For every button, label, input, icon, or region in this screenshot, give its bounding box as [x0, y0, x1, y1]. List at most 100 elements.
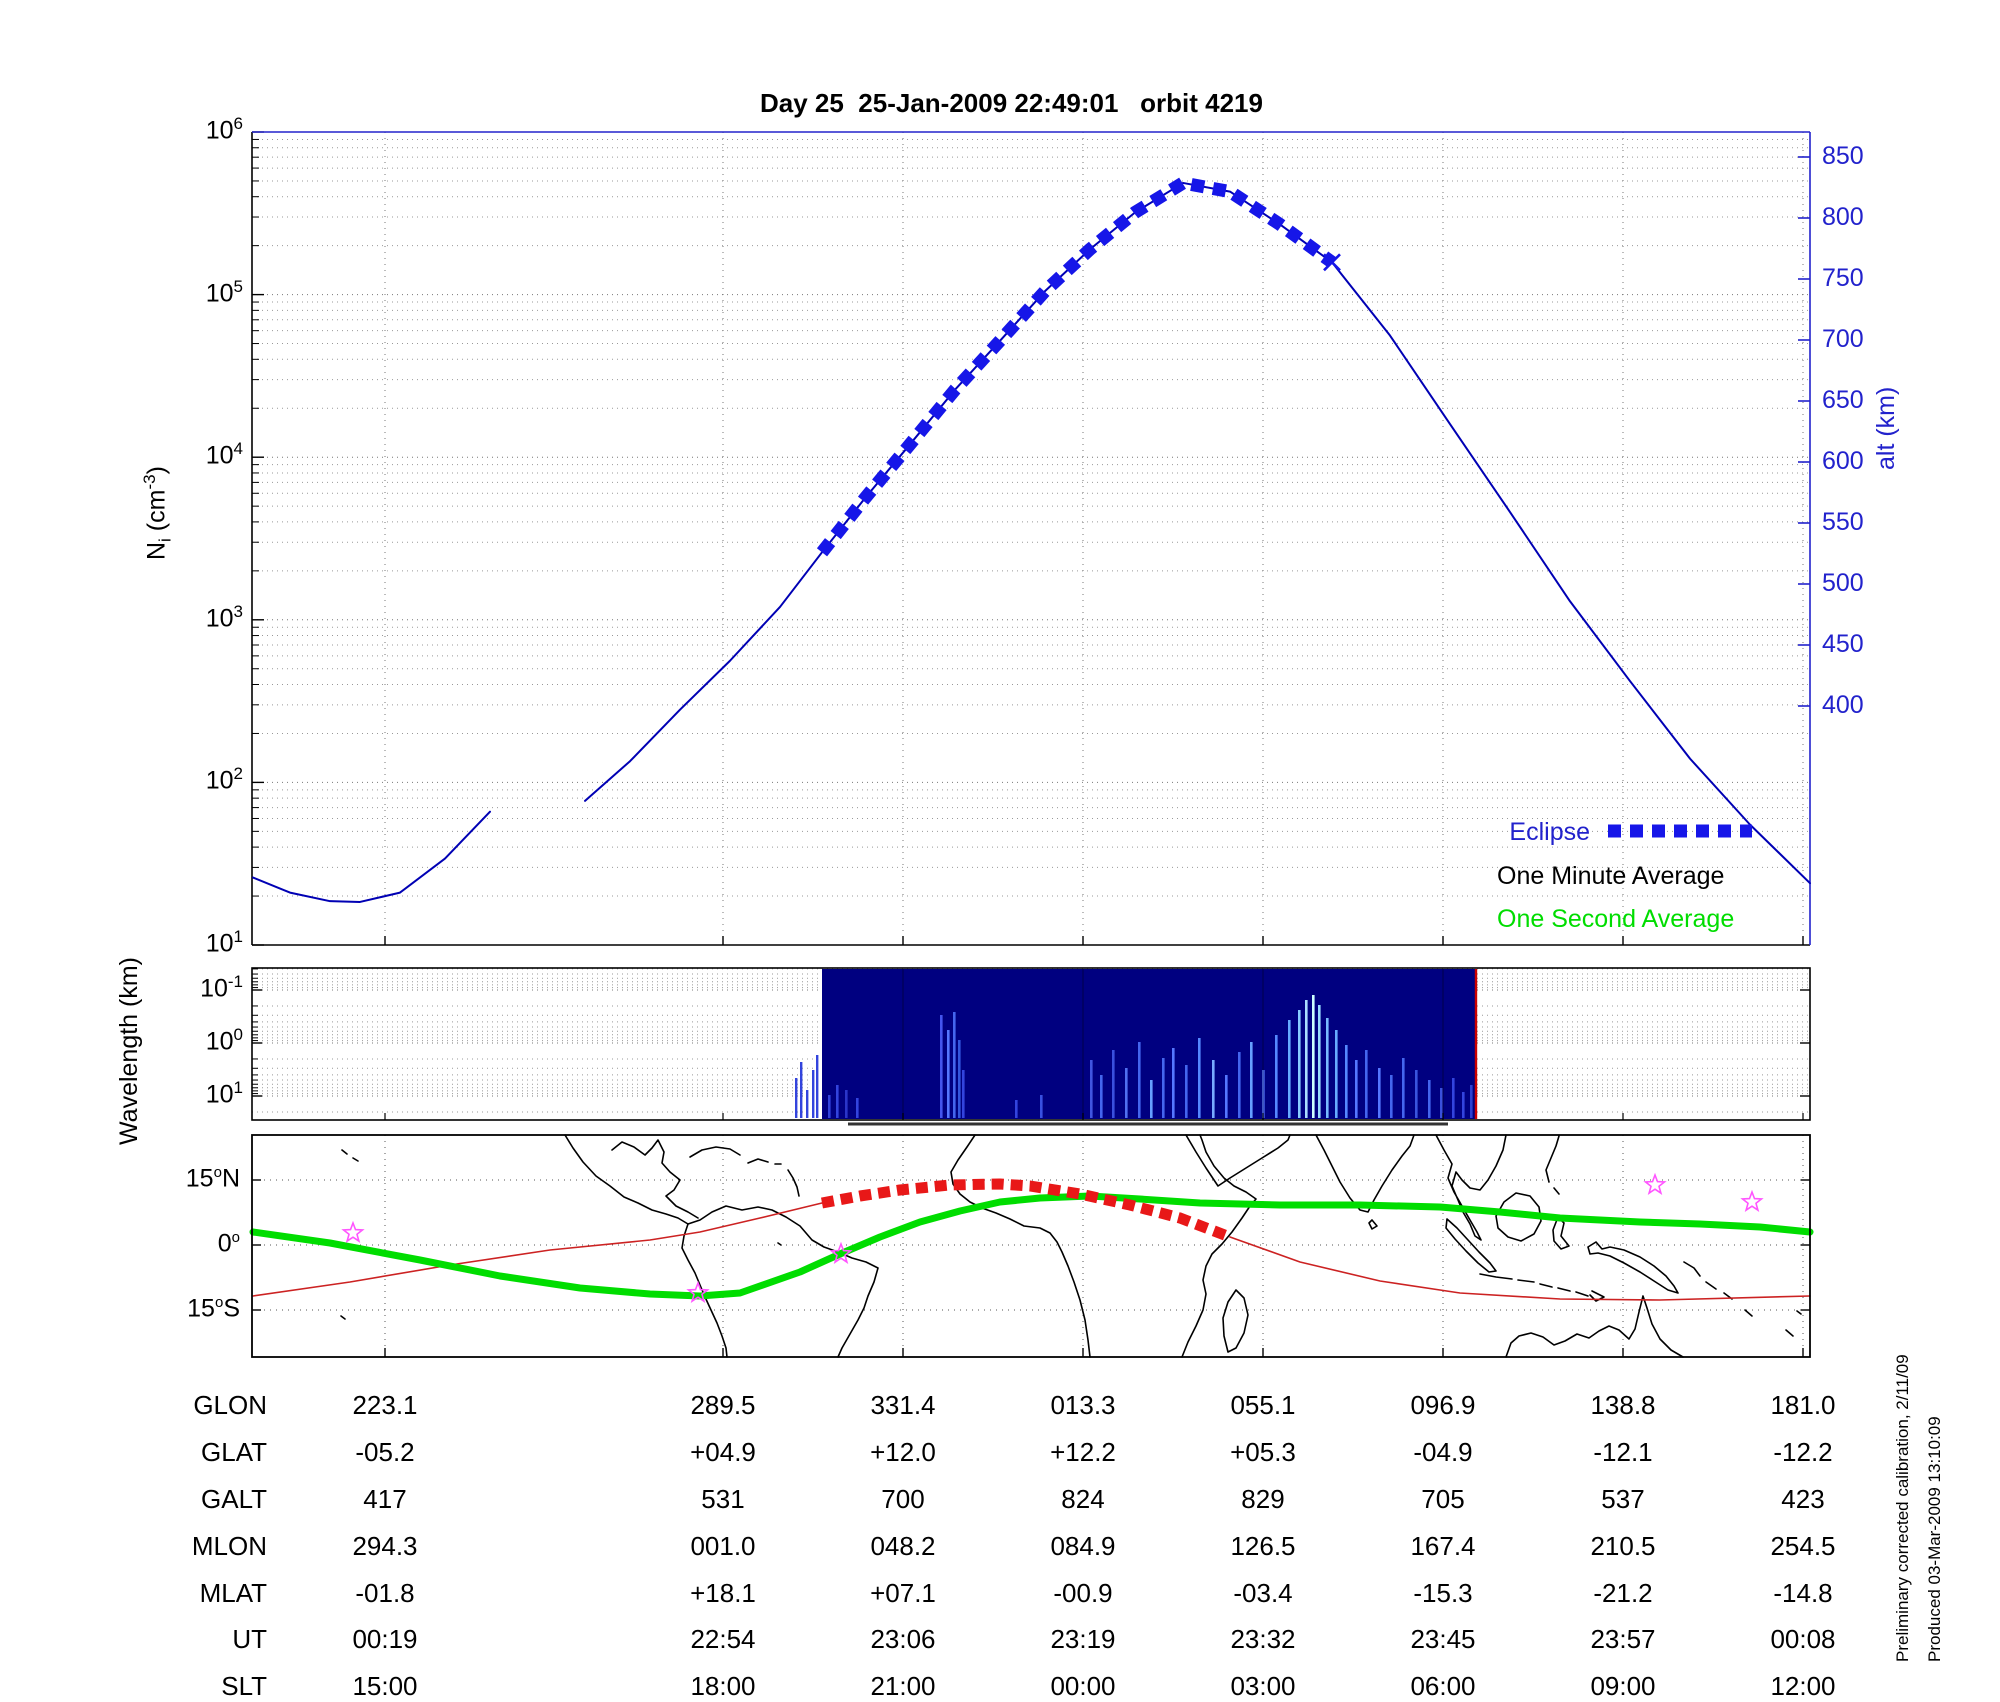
table-cell: 23:06 — [870, 1624, 936, 1654]
alt-tick-label: 750 — [1822, 264, 1864, 292]
coastline — [1315, 1134, 1415, 1213]
ni-tick-label: 106 — [205, 114, 243, 145]
page-title: Day 25 25-Jan-2009 22:49:01 orbit 4219 — [760, 88, 1263, 118]
spectro-streak — [1402, 1058, 1405, 1118]
alt-tick-label: 550 — [1822, 508, 1864, 536]
table-cell: 18:00 — [690, 1671, 756, 1701]
spectro-streak — [1112, 1050, 1115, 1118]
table-cell: 09:00 — [1590, 1671, 1656, 1701]
table-row-label: UT — [232, 1624, 267, 1654]
ion-density-curve-seg1 — [252, 810, 491, 903]
table-cell: 21:00 — [870, 1671, 936, 1701]
spectro-streak — [1365, 1050, 1368, 1118]
alt-tick-label: 400 — [1822, 691, 1864, 719]
table-cell: 700 — [881, 1484, 925, 1514]
ground-station-star — [686, 1280, 710, 1303]
coastline — [1539, 1283, 1553, 1288]
table-cell: -12.1 — [1593, 1437, 1653, 1467]
coastline — [1683, 1261, 1701, 1277]
spectro-streak — [1415, 1070, 1418, 1118]
orbit-track-thin-red-right — [1229, 1236, 1811, 1301]
spectro-streak — [1185, 1065, 1188, 1118]
table-cell: -00.9 — [1053, 1578, 1113, 1608]
coastline — [1222, 1289, 1249, 1353]
spectro-streak — [1355, 1060, 1358, 1118]
legend-eclipse-label: Eclipse — [1509, 818, 1590, 846]
coastline — [747, 1158, 769, 1164]
ground-station-star — [341, 1220, 365, 1243]
coastline — [1587, 1241, 1679, 1294]
spectro-streak — [800, 1062, 803, 1118]
spectro-streak — [1335, 1030, 1338, 1118]
coastline — [777, 1242, 782, 1246]
coastline — [787, 1169, 800, 1197]
spectro-streak — [1312, 995, 1315, 1118]
table-cell: +12.2 — [1050, 1437, 1116, 1467]
table-cell: 181.0 — [1770, 1390, 1836, 1420]
spectro-streak — [1275, 1035, 1278, 1118]
table-cell: 15:00 — [352, 1671, 418, 1701]
spectro-streak — [940, 1015, 943, 1118]
coastline — [1435, 1134, 1507, 1241]
alt-tick-label: 450 — [1822, 630, 1864, 658]
spectro-streak — [1288, 1020, 1291, 1118]
spectro-streak — [953, 1012, 956, 1118]
spectro-streak — [958, 1040, 961, 1118]
ni-tick-label: 105 — [205, 276, 243, 307]
spectro-streak — [828, 1095, 831, 1118]
table-cell: -14.8 — [1773, 1578, 1833, 1608]
table-cell: 824 — [1061, 1484, 1105, 1514]
wavelength-tick-label: 10-1 — [200, 972, 243, 1003]
map-bg — [252, 1135, 1810, 1357]
spectro-streak — [1345, 1045, 1348, 1118]
map-border — [251, 1134, 1811, 1358]
table-cell: 23:57 — [1590, 1624, 1656, 1654]
footer-produced-note: Produced 03-Mar-2009 13:10:09 — [1925, 1416, 1944, 1662]
spectro-streak — [1225, 1075, 1228, 1118]
footer-calibration-note: Preliminary corrected calibration, 2/11/… — [1893, 1354, 1912, 1662]
spectro-streak — [836, 1085, 839, 1118]
ni-tick-label: 103 — [205, 601, 243, 633]
spectro-streak — [1326, 1018, 1329, 1118]
coastline — [687, 1205, 879, 1358]
table-cell: 00:00 — [1050, 1671, 1116, 1701]
spectro-streak — [1172, 1048, 1175, 1118]
table-cell: 12:00 — [1770, 1671, 1836, 1701]
alt-tick-label: 800 — [1822, 203, 1864, 231]
table-cell: +04.9 — [690, 1437, 756, 1467]
table-cell: 23:32 — [1230, 1624, 1296, 1654]
table-cell: 126.5 — [1230, 1531, 1296, 1561]
wavelength-tick-label: 100 — [205, 1025, 243, 1056]
table-cell: 03:00 — [1230, 1671, 1296, 1701]
spectro-streak — [1452, 1078, 1455, 1118]
table-cell: -03.4 — [1233, 1578, 1293, 1608]
spectro-streak — [1162, 1058, 1165, 1118]
table-cell: -01.8 — [355, 1578, 415, 1608]
coastline — [611, 1139, 699, 1219]
table-cell: -12.2 — [1773, 1437, 1833, 1467]
spectro-streak — [1040, 1095, 1043, 1118]
coastline — [1796, 1310, 1802, 1315]
ground-station-star — [1643, 1172, 1667, 1195]
table-cell: 417 — [363, 1484, 407, 1514]
alt-tick-label: 600 — [1822, 447, 1864, 475]
coastline — [681, 1223, 728, 1358]
coastline — [1368, 1219, 1378, 1230]
table-cell: +12.0 — [870, 1437, 936, 1467]
spectro-streak — [806, 1090, 809, 1118]
spectro-streak — [1238, 1052, 1241, 1118]
ni-tick-label: 101 — [205, 927, 243, 958]
spectro-streak — [1462, 1092, 1465, 1118]
coastline — [1705, 1281, 1717, 1290]
eclipse-end-x-marker — [1323, 253, 1341, 272]
ground-track-green — [249, 1192, 1814, 1300]
table-cell: -04.9 — [1413, 1437, 1473, 1467]
map-lat-label: 15oS — [187, 1294, 240, 1323]
table-cell: 254.5 — [1770, 1531, 1836, 1561]
table-cell: 00:08 — [1770, 1624, 1836, 1654]
table-row-label: GALT — [201, 1484, 267, 1514]
table-row-label: SLT — [221, 1671, 267, 1701]
table-cell: +05.3 — [1230, 1437, 1296, 1467]
table-cell: 531 — [701, 1484, 745, 1514]
